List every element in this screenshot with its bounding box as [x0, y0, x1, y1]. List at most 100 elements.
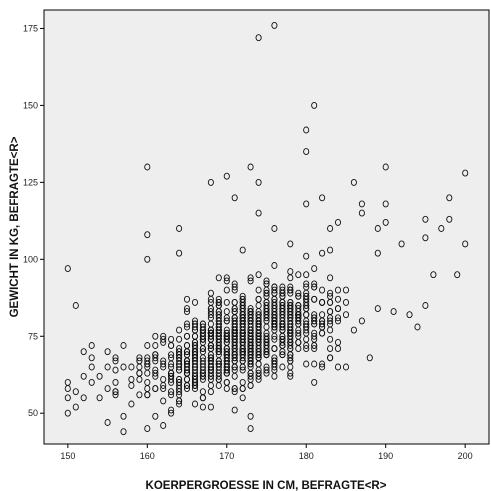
data-point	[311, 345, 318, 353]
data-point	[183, 369, 191, 377]
data-point	[128, 363, 135, 371]
data-point	[207, 178, 214, 186]
data-point	[255, 286, 262, 294]
data-point	[255, 335, 262, 343]
data-point	[454, 271, 461, 279]
data-point	[183, 308, 191, 316]
data-point	[160, 422, 167, 429]
data-point	[414, 323, 421, 331]
data-point	[160, 357, 167, 365]
data-point	[334, 218, 342, 226]
data-point	[334, 295, 342, 303]
data-point	[112, 354, 119, 362]
data-point	[271, 302, 278, 309]
data-point	[247, 277, 254, 285]
data-point	[247, 326, 254, 334]
data-point	[168, 391, 175, 399]
data-point	[311, 317, 318, 325]
data-point	[207, 388, 214, 396]
data-point	[295, 329, 302, 337]
data-point	[207, 335, 214, 343]
data-point	[303, 295, 310, 303]
data-point	[231, 385, 238, 393]
data-point	[438, 225, 445, 232]
data-point	[199, 394, 206, 402]
data-point	[191, 326, 199, 334]
data-point	[255, 372, 262, 380]
data-point	[239, 394, 246, 402]
data-point	[422, 234, 429, 242]
data-point	[287, 372, 294, 380]
data-point	[88, 378, 95, 386]
data-point	[255, 271, 262, 279]
data-point	[223, 329, 230, 337]
data-point	[152, 357, 159, 365]
data-point	[247, 163, 254, 171]
data-point	[231, 388, 238, 396]
data-point	[247, 382, 254, 389]
data-point	[271, 21, 278, 29]
x-tick-label: 190	[378, 451, 393, 461]
data-point	[72, 388, 79, 396]
data-point	[104, 363, 111, 371]
y-axis-ticks: 50 75 100 125 150 175	[23, 23, 44, 418]
data-point	[311, 283, 318, 291]
data-point	[215, 357, 222, 365]
y-tick-label: 125	[23, 177, 38, 187]
data-point	[207, 351, 214, 359]
data-point	[144, 231, 151, 239]
data-point	[191, 351, 199, 359]
data-point	[215, 302, 222, 309]
data-point	[183, 348, 191, 356]
data-point	[319, 360, 326, 368]
data-point	[80, 348, 87, 356]
data-point	[207, 298, 214, 306]
data-point	[88, 342, 95, 349]
data-point	[152, 332, 159, 340]
y-axis-title: GEWICHT IN KG, BEFRAGTE<R>	[9, 136, 21, 317]
data-point	[183, 323, 191, 331]
data-point	[342, 286, 350, 294]
data-point	[64, 265, 71, 273]
data-point	[207, 314, 214, 322]
data-point	[398, 240, 405, 248]
data-point	[311, 320, 318, 328]
data-point	[223, 172, 230, 180]
data-point	[168, 388, 175, 396]
data-point	[223, 274, 230, 282]
data-point	[176, 366, 183, 374]
data-point	[279, 305, 286, 313]
data-point	[199, 329, 206, 337]
data-point	[311, 360, 318, 368]
data-point	[263, 298, 270, 306]
data-point	[231, 338, 238, 346]
data-point	[239, 348, 246, 356]
data-point	[176, 363, 183, 371]
data-point	[271, 283, 278, 291]
data-point	[199, 366, 206, 374]
data-point	[263, 363, 270, 371]
data-point	[462, 240, 469, 248]
data-point	[144, 363, 151, 371]
data-point	[366, 354, 373, 362]
data-point	[223, 286, 230, 294]
data-point	[271, 345, 278, 353]
data-point	[271, 286, 278, 294]
data-point	[191, 375, 199, 383]
data-point	[215, 345, 222, 353]
data-point	[176, 326, 183, 334]
data-point	[271, 354, 278, 362]
data-point	[303, 292, 310, 300]
data-point	[191, 363, 199, 371]
data-point	[255, 178, 262, 186]
data-point	[183, 320, 191, 328]
data-point	[295, 320, 302, 328]
data-point	[168, 351, 175, 359]
data-point	[255, 369, 262, 377]
data-point	[96, 372, 103, 380]
data-point	[231, 280, 238, 288]
data-point	[334, 314, 342, 322]
data-point	[255, 360, 262, 368]
data-point	[295, 292, 302, 300]
